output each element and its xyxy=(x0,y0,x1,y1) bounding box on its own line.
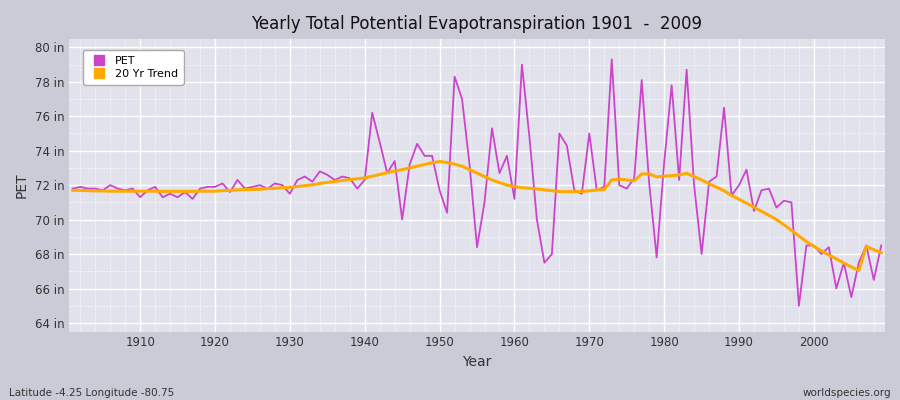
Text: Latitude -4.25 Longitude -80.75: Latitude -4.25 Longitude -80.75 xyxy=(9,388,175,398)
Legend: PET, 20 Yr Trend: PET, 20 Yr Trend xyxy=(83,50,184,84)
Text: worldspecies.org: worldspecies.org xyxy=(803,388,891,398)
Y-axis label: PET: PET xyxy=(15,172,29,198)
Title: Yearly Total Potential Evapotranspiration 1901  -  2009: Yearly Total Potential Evapotranspiratio… xyxy=(251,15,703,33)
X-axis label: Year: Year xyxy=(463,355,491,369)
